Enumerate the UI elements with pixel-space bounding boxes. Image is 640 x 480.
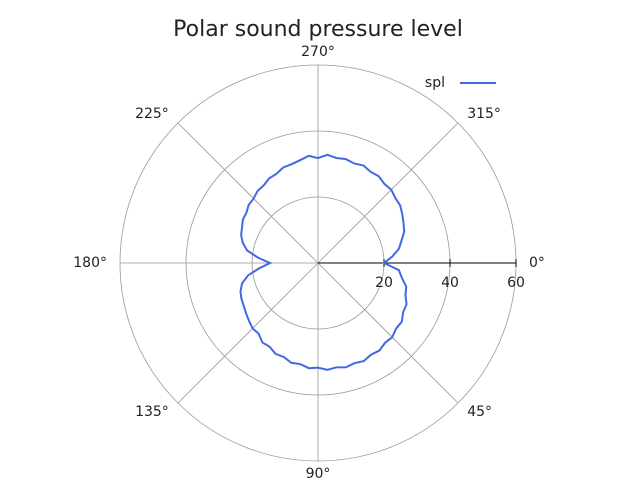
theta-tick-label: 90° bbox=[306, 466, 331, 480]
theta-tick-label: 45° bbox=[467, 404, 492, 420]
theta-tick-label: 225° bbox=[135, 106, 169, 122]
theta-tick-label: 180° bbox=[73, 255, 107, 271]
theta-tick-label: 270° bbox=[301, 44, 335, 60]
r-tick-label: 20 bbox=[375, 275, 393, 291]
grid-spoke bbox=[317, 122, 459, 264]
chart-title: Polar sound pressure level bbox=[173, 17, 463, 42]
theta-tick-label: 135° bbox=[135, 404, 169, 420]
theta-tick-label: 0° bbox=[529, 255, 545, 271]
theta-tick-label: 315° bbox=[467, 106, 501, 122]
series-line bbox=[239, 153, 408, 371]
grid-spoke bbox=[177, 122, 319, 264]
grid-spoke bbox=[317, 262, 459, 404]
r-tick-label: 60 bbox=[507, 275, 525, 291]
legend-label: spl bbox=[425, 75, 445, 91]
grid-spoke bbox=[177, 262, 319, 404]
r-tick-label: 40 bbox=[441, 275, 459, 291]
